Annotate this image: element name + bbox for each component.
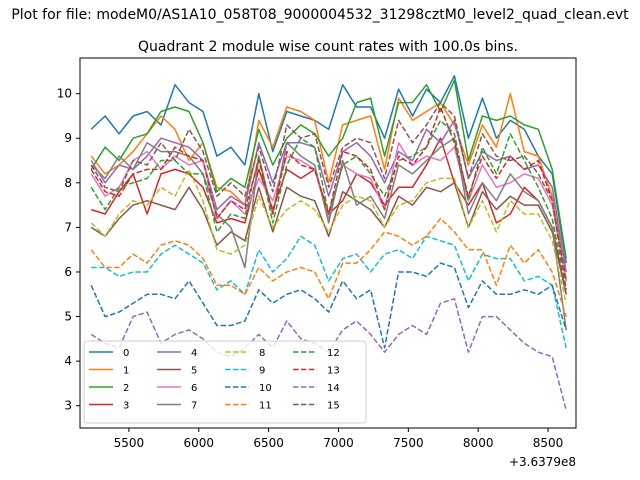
series-line-2	[90, 79, 567, 259]
series-line-7	[90, 137, 567, 331]
legend-label-8: 8	[259, 348, 265, 359]
x-tick-label: 7500	[393, 436, 424, 450]
legend-label-9: 9	[259, 366, 265, 377]
x-tick-label: 6000	[183, 436, 214, 450]
legend-label-2: 2	[123, 383, 129, 394]
x-axis-offset-label: +3.6379e8	[509, 455, 576, 469]
legend-label-5: 5	[191, 366, 197, 377]
series-line-0	[90, 75, 567, 264]
series-line-12	[90, 119, 567, 290]
legend-label-14: 14	[327, 383, 340, 394]
series-line-1	[90, 92, 567, 282]
figure-suptitle: Plot for file: modeM0/AS1A10_058T08_9000…	[11, 7, 629, 23]
legend-label-15: 15	[327, 401, 340, 412]
legend-frame	[83, 340, 367, 424]
plot-frame	[79, 57, 577, 429]
legend-label-12: 12	[327, 348, 340, 359]
legend-label-6: 6	[191, 383, 197, 394]
y-tick-label: 8	[64, 176, 72, 190]
series-line-8	[90, 168, 567, 304]
chart-title: Quadrant 2 module wise count rates with …	[138, 39, 518, 55]
x-tick-label: 8500	[533, 436, 564, 450]
y-tick-label: 5	[64, 310, 72, 324]
y-tick-label: 3	[64, 399, 72, 413]
series-line-4	[90, 119, 567, 273]
series-line-11	[90, 217, 567, 317]
x-tick-label: 7000	[323, 436, 354, 450]
y-tick-label: 7	[64, 220, 72, 234]
series-line-10	[90, 262, 567, 349]
y-tick-label: 4	[64, 354, 72, 368]
series-line-5	[90, 182, 567, 295]
legend-label-1: 1	[123, 366, 129, 377]
x-tick-label: 5500	[114, 436, 145, 450]
x-axis: 5500 6000 6500 7000 7500 8000 8500	[114, 428, 564, 450]
legend-label-11: 11	[259, 401, 272, 412]
x-tick-label: 8000	[463, 436, 494, 450]
y-tick-label: 9	[64, 131, 72, 145]
legend-label-10: 10	[259, 383, 272, 394]
series-line-15	[90, 101, 567, 290]
legend-label-7: 7	[191, 401, 197, 412]
legend-label-4: 4	[191, 348, 197, 359]
x-tick-label: 6500	[253, 436, 284, 450]
y-tick-label: 6	[64, 265, 72, 279]
series-line-9	[91, 235, 567, 348]
y-tick-label: 10	[57, 87, 72, 101]
legend-label-3: 3	[123, 401, 129, 412]
y-axis: 3 4 5 6 7 8 9 10	[57, 87, 80, 413]
legend-label-13: 13	[327, 366, 340, 377]
legend-label-0: 0	[123, 348, 129, 359]
series-layer	[90, 75, 567, 411]
